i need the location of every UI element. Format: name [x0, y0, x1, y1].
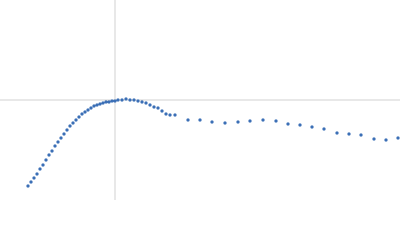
point — [56, 140, 60, 144]
point — [89, 106, 93, 110]
point — [359, 133, 363, 137]
point — [41, 163, 45, 167]
point — [198, 118, 202, 122]
point — [77, 115, 81, 119]
point — [322, 127, 326, 131]
point — [29, 180, 33, 184]
point — [132, 98, 136, 102]
point — [80, 112, 84, 116]
point — [65, 128, 69, 132]
point — [120, 98, 124, 102]
point — [110, 99, 114, 103]
point — [152, 105, 156, 109]
point — [347, 132, 351, 136]
point — [47, 153, 51, 157]
point — [68, 124, 72, 128]
point — [86, 108, 90, 112]
point — [104, 100, 108, 104]
point — [164, 112, 168, 116]
point — [124, 97, 128, 101]
point — [128, 98, 132, 102]
point — [236, 120, 240, 124]
point — [384, 138, 388, 142]
point — [310, 125, 314, 129]
point — [98, 102, 102, 106]
point — [83, 110, 87, 114]
point — [186, 118, 190, 122]
point — [168, 113, 172, 117]
point — [71, 121, 75, 125]
point — [210, 120, 214, 124]
point — [160, 109, 164, 113]
point — [59, 136, 63, 140]
point — [95, 103, 99, 107]
point — [26, 184, 30, 188]
point — [286, 122, 290, 126]
point — [261, 118, 265, 122]
point — [53, 144, 57, 148]
point — [223, 121, 227, 125]
point — [298, 123, 302, 127]
point — [32, 176, 36, 180]
point — [372, 137, 376, 141]
point — [92, 104, 96, 108]
chart — [0, 0, 400, 200]
point — [107, 100, 111, 104]
point — [50, 149, 54, 153]
point — [248, 119, 252, 123]
point — [74, 118, 78, 122]
point — [35, 172, 39, 176]
point — [396, 136, 400, 140]
point — [101, 101, 105, 105]
point — [116, 98, 120, 102]
point — [44, 158, 48, 162]
point — [173, 113, 177, 117]
point — [136, 99, 140, 103]
point — [274, 119, 278, 123]
point — [335, 131, 339, 135]
point — [38, 167, 42, 171]
point — [140, 100, 144, 104]
point — [113, 99, 117, 103]
point — [62, 132, 66, 136]
point — [144, 101, 148, 105]
point — [156, 106, 160, 110]
point — [148, 103, 152, 107]
